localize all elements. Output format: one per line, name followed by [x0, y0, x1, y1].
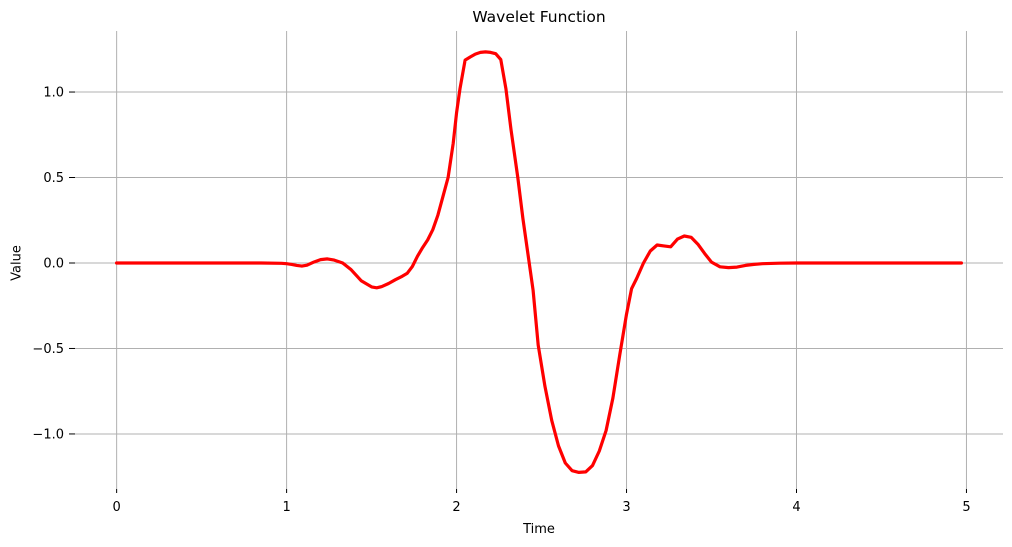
x-tick-label: 4 [792, 500, 800, 515]
x-tick-label: 3 [622, 500, 630, 515]
y-tick-label: 0.5 [43, 171, 64, 186]
x-tick-label: 1 [282, 500, 290, 515]
y-tick-label: 0.0 [43, 256, 64, 271]
y-tick-label: 1.0 [43, 86, 64, 101]
chart-title: Wavelet Function [472, 8, 606, 26]
x-tick-label: 0 [113, 500, 121, 515]
wavelet-curve [115, 50, 963, 474]
x-tick-label: 5 [962, 500, 970, 515]
x-axis-label: Time [523, 522, 555, 537]
y-axis-label: Value [9, 245, 25, 281]
y-tick-label: −1.0 [32, 427, 64, 442]
x-tick-label: 2 [452, 500, 460, 515]
y-tick-label: −0.5 [32, 342, 64, 357]
